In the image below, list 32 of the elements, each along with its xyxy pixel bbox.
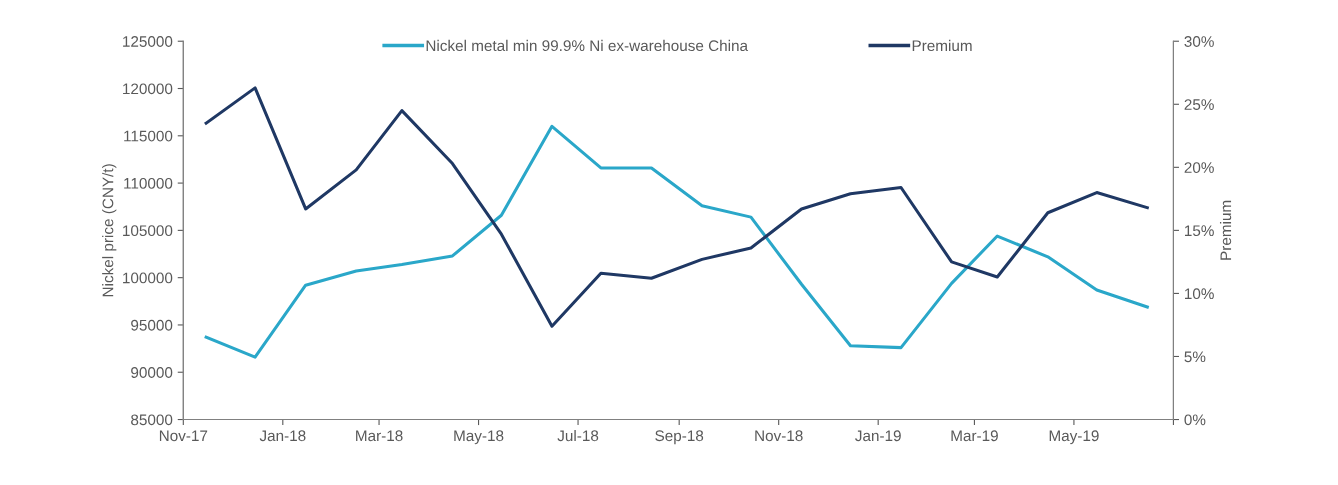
y-tick-label: 125000 <box>123 36 173 47</box>
y-tick-label: 100000 <box>123 272 173 284</box>
x-tick-label: May-19 <box>1049 430 1099 445</box>
y2-tick-label: 20% <box>1184 162 1214 174</box>
x-tick-label: May-18 <box>454 430 504 445</box>
x-tick-label: Nov-18 <box>755 430 803 442</box>
y2-tick-label: 10% <box>1185 288 1214 300</box>
x-tick-label: Mar-18 <box>356 430 403 442</box>
y-tick-label: 90000 <box>131 367 173 378</box>
x-tick-label: Jul-18 <box>557 429 599 442</box>
y-tick-label: 115000 <box>124 130 173 142</box>
y2-axis-title: Premium <box>1219 200 1232 260</box>
line-series <box>204 124 1149 359</box>
x-tick-label: Nov-17 <box>159 430 208 442</box>
x-tick-label: Mar-19 <box>951 430 998 442</box>
legend-label: Premium <box>912 39 972 52</box>
y2-tick-label: 0% <box>1184 414 1206 426</box>
y-tick-label: 95000 <box>131 319 173 331</box>
y-tick-label: 105000 <box>123 225 173 237</box>
x-tick-label: Sep-18 <box>655 430 704 445</box>
x-tick-label: Jan-19 <box>855 430 901 442</box>
y2-tick-label: 5% <box>1184 351 1206 363</box>
x-tick-label: Jan-18 <box>259 430 306 442</box>
y2-tick-label: 30% <box>1184 36 1214 47</box>
line-series <box>204 86 1149 328</box>
y-tick-label: 110000 <box>124 177 173 189</box>
y-tick-label: 85000 <box>131 414 173 426</box>
legend-label: Nickel metal min 99.9% Ni ex-warehouse China <box>426 39 749 52</box>
y-axis-title: Nickel price (CNY/t) <box>102 164 117 297</box>
y2-tick-label: 25% <box>1184 99 1214 110</box>
y2-tick-label: 15% <box>1185 225 1214 237</box>
y-tick-label: 120000 <box>123 83 173 95</box>
